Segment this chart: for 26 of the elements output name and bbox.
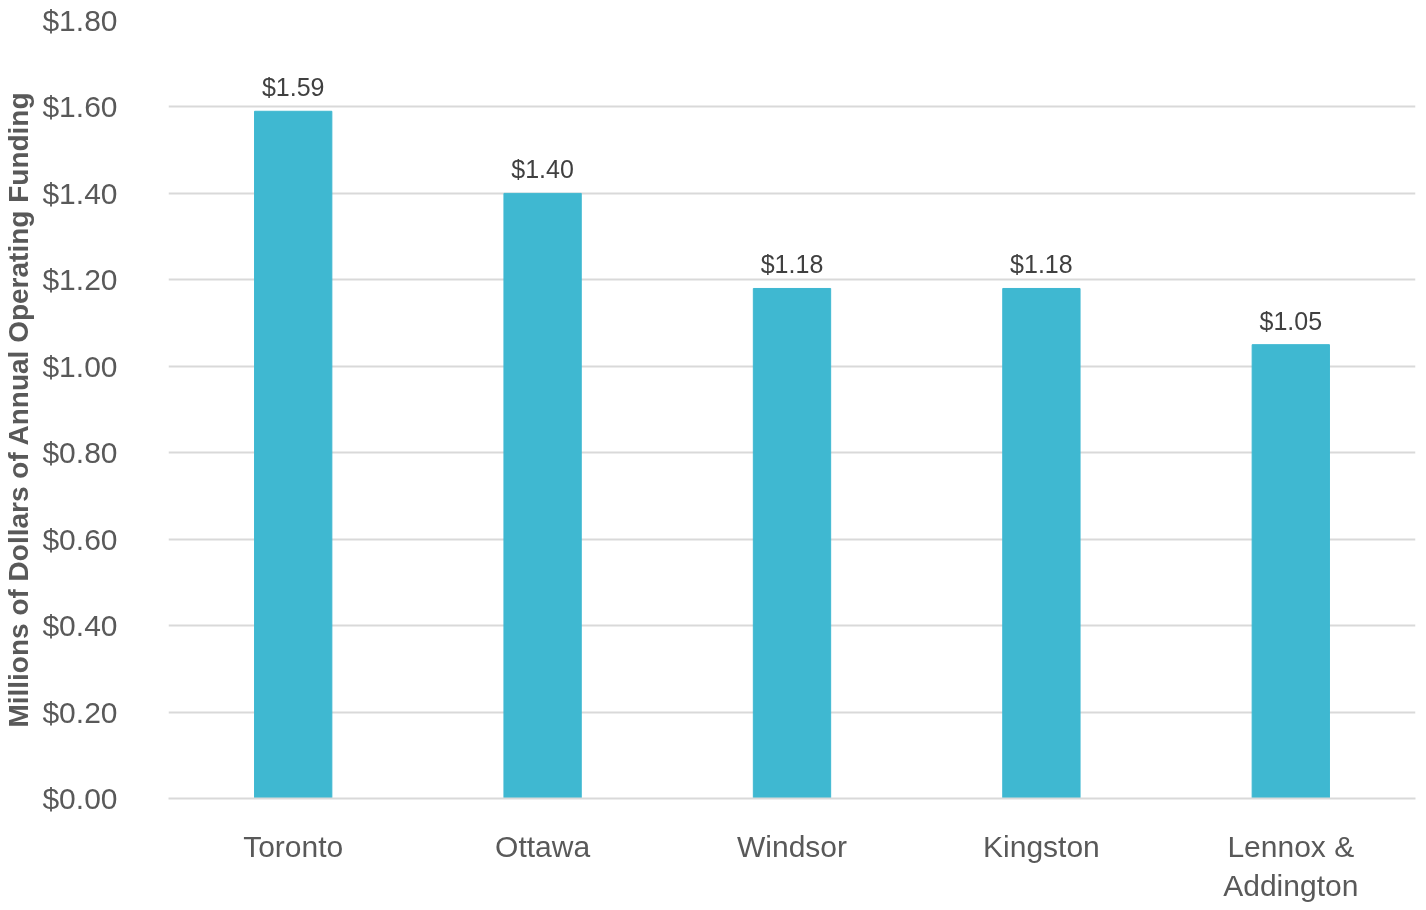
bar	[1251, 344, 1330, 799]
y-tick-label: $1.00	[42, 349, 118, 383]
y-axis-title: Millions of Dollars of Annual Operating Funding	[3, 92, 35, 728]
bar	[752, 287, 832, 799]
x-tick-label: Kingston	[983, 829, 1100, 863]
y-tick-label: $0.80	[42, 436, 118, 470]
data-label: $1.18	[760, 250, 824, 279]
bar	[254, 110, 333, 799]
data-label: $1.18	[1010, 250, 1073, 279]
data-label: $1.40	[511, 155, 574, 184]
x-tick-label: Toronto	[243, 829, 344, 863]
data-label: $1.05	[1259, 306, 1323, 335]
y-tick-label: $0.60	[42, 522, 118, 556]
x-tick-label: Lennox & Addington	[1223, 829, 1359, 903]
y-tick-label: $1.60	[42, 90, 118, 124]
y-tick-label: $1.80	[42, 4, 118, 37]
x-tick-label: Ottawa	[495, 829, 591, 863]
y-tick-label: $0.20	[42, 695, 118, 729]
y-tick-label: $0.40	[42, 609, 118, 643]
y-tick-label: $1.20	[42, 263, 118, 297]
data-label: $1.59	[261, 73, 325, 102]
bar	[1002, 287, 1081, 799]
x-tick-label: Windsor	[736, 829, 848, 863]
y-tick-label: $0.00	[42, 782, 118, 815]
y-tick-label: $1.40	[42, 176, 118, 210]
bar	[503, 192, 582, 799]
